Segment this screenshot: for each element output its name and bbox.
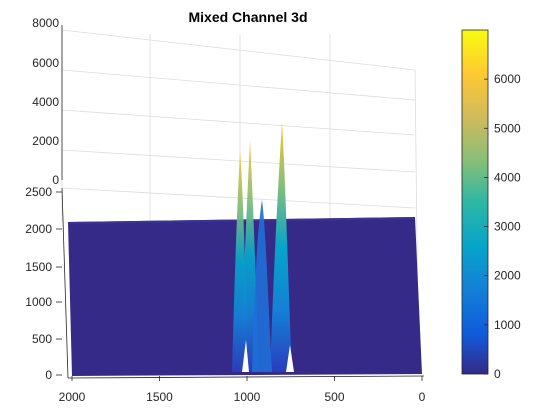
surface-gap-1 <box>242 340 249 372</box>
surface-ridge-3 <box>270 122 292 372</box>
y-axis-line <box>61 187 69 379</box>
surface-gap-2 <box>286 345 294 372</box>
surface-ridge-center <box>252 200 272 372</box>
z-tick-label: 8000 <box>32 16 59 30</box>
colorbar-tick-label: 2000 <box>494 269 521 283</box>
y-axis-ticks: 0 500 1000 1500 2000 2500 <box>25 185 69 382</box>
colorbar-tick-label: 6000 <box>494 72 521 86</box>
grid-line-horizontal <box>61 149 416 173</box>
grid-lines <box>61 29 419 329</box>
colorbar-tick-label: 0 <box>494 367 501 381</box>
colorbar-gradient <box>461 29 489 375</box>
y-tick-label: 1000 <box>25 295 52 309</box>
y-tick-label: 0 <box>45 368 52 382</box>
x-axis-line <box>67 375 425 379</box>
chart-title: Mixed Channel 3d <box>188 9 307 25</box>
z-tick-label: 0 <box>52 173 59 187</box>
z-axis-ticks: 0 2000 4000 6000 8000 <box>32 16 63 187</box>
colorbar <box>461 29 489 375</box>
grid-line-horizontal <box>61 69 416 101</box>
grid-line-horizontal <box>61 109 416 136</box>
colorbar-tick-label: 3000 <box>494 220 521 234</box>
colorbar-tick-label: 4000 <box>494 170 521 184</box>
x-tick-label: 2000 <box>59 390 86 404</box>
grid-line-top <box>61 29 416 71</box>
z-tick-label: 2000 <box>32 134 59 148</box>
x-tick-label: 0 <box>419 390 426 404</box>
y-tick-label: 2500 <box>25 185 52 199</box>
z-tick-label: 6000 <box>32 56 59 70</box>
x-tick-label: 1000 <box>234 390 261 404</box>
y-tick-label: 500 <box>32 332 52 346</box>
colorbar-tick-label: 1000 <box>494 318 521 332</box>
surface-plot <box>68 122 422 376</box>
colorbar-tick-label: 5000 <box>494 121 521 135</box>
y-tick-label: 1500 <box>25 260 52 274</box>
x-tick-label: 500 <box>324 390 344 404</box>
z-tick-label: 4000 <box>32 95 59 109</box>
y-tick-label: 2000 <box>25 222 52 236</box>
colorbar-ticks: 0 1000 2000 3000 4000 5000 6000 <box>484 72 521 381</box>
x-tick-label: 1500 <box>146 390 173 404</box>
x-axis-ticks: 2000 1500 1000 500 0 <box>59 375 426 404</box>
